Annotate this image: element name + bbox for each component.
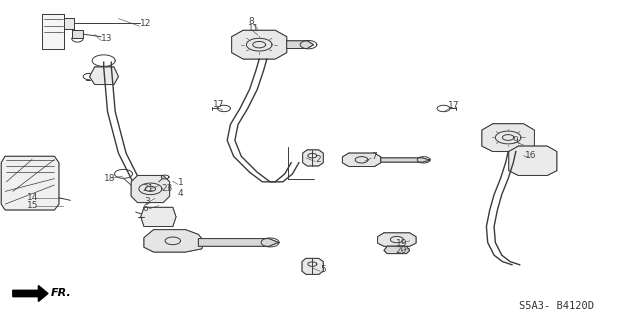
Text: S5A3- B4120D: S5A3- B4120D <box>519 301 595 311</box>
Polygon shape <box>72 30 83 38</box>
Polygon shape <box>509 146 557 175</box>
Text: FR.: FR. <box>51 288 72 299</box>
Text: 2: 2 <box>315 155 321 164</box>
Text: 16: 16 <box>525 151 536 160</box>
Text: 1: 1 <box>178 178 184 187</box>
Polygon shape <box>90 67 118 85</box>
Polygon shape <box>381 158 430 162</box>
Polygon shape <box>384 246 410 254</box>
Text: 8: 8 <box>248 17 254 26</box>
Polygon shape <box>482 124 534 152</box>
Text: 3: 3 <box>144 197 150 206</box>
Text: 7: 7 <box>371 152 377 161</box>
Text: 5: 5 <box>320 265 326 274</box>
Text: 14: 14 <box>27 193 38 202</box>
Polygon shape <box>232 30 287 59</box>
Polygon shape <box>287 41 314 48</box>
Text: 15: 15 <box>27 201 38 210</box>
Text: 19: 19 <box>396 239 407 248</box>
Text: 13: 13 <box>101 34 113 43</box>
Text: 12: 12 <box>140 19 151 28</box>
Polygon shape <box>378 233 416 246</box>
Text: 17: 17 <box>212 100 224 109</box>
Text: 18: 18 <box>104 174 116 182</box>
Text: 23: 23 <box>161 184 173 193</box>
Polygon shape <box>141 207 176 226</box>
Polygon shape <box>64 18 74 29</box>
Polygon shape <box>302 258 323 274</box>
Text: 20: 20 <box>396 246 407 255</box>
Polygon shape <box>42 14 64 49</box>
Text: 17: 17 <box>448 101 460 110</box>
Polygon shape <box>342 153 381 167</box>
Polygon shape <box>131 175 170 203</box>
Polygon shape <box>198 239 278 246</box>
Text: 6: 6 <box>142 204 148 213</box>
Polygon shape <box>144 230 205 252</box>
Text: 11: 11 <box>248 24 260 33</box>
Polygon shape <box>13 286 48 301</box>
Text: 21: 21 <box>142 184 154 193</box>
Text: 4: 4 <box>178 189 184 198</box>
Text: 9: 9 <box>512 136 518 145</box>
Polygon shape <box>1 156 59 210</box>
Polygon shape <box>303 150 323 166</box>
